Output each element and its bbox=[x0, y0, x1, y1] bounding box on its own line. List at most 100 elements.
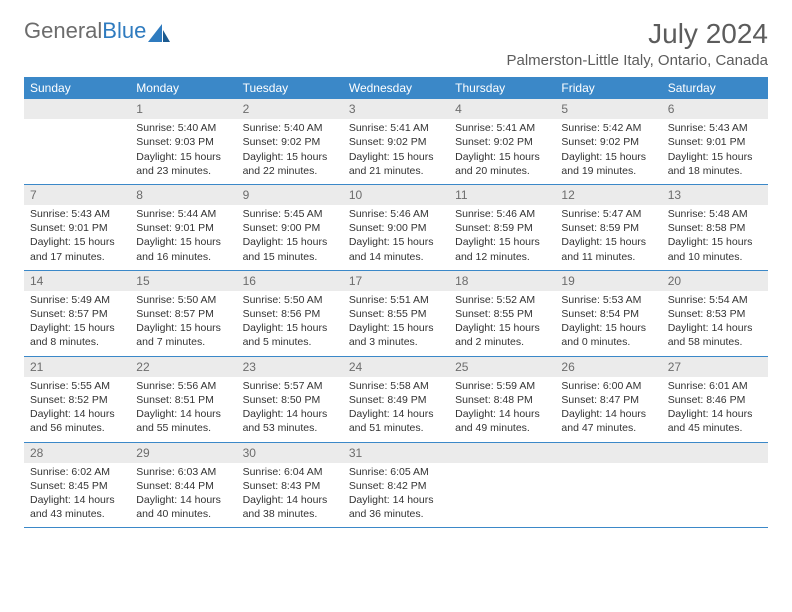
day-number: 6 bbox=[668, 102, 675, 116]
daynum-row: 7 bbox=[24, 185, 130, 205]
daylight1-text: Daylight: 15 hours bbox=[349, 235, 443, 249]
daynum-row: 15 bbox=[130, 271, 236, 291]
sunrise-text: Sunrise: 6:03 AM bbox=[136, 465, 230, 479]
daynum-row: 20 bbox=[662, 271, 768, 291]
day-content: Sunrise: 6:01 AMSunset: 8:46 PMDaylight:… bbox=[662, 377, 768, 442]
day-number: 29 bbox=[136, 446, 149, 460]
sunset-text: Sunset: 8:48 PM bbox=[455, 393, 549, 407]
day-cell: 4 Sunrise: 5:41 AMSunset: 9:02 PMDaylight… bbox=[449, 99, 555, 184]
day-number: 4 bbox=[455, 102, 462, 116]
daynum-row: 6 bbox=[662, 99, 768, 119]
day-content: Sunrise: 6:03 AMSunset: 8:44 PMDaylight:… bbox=[130, 463, 236, 528]
sunset-text: Sunset: 9:00 PM bbox=[349, 221, 443, 235]
daylight1-text: Daylight: 15 hours bbox=[455, 235, 549, 249]
sunrise-text: Sunrise: 5:58 AM bbox=[349, 379, 443, 393]
day-content: Sunrise: 5:56 AMSunset: 8:51 PMDaylight:… bbox=[130, 377, 236, 442]
sunrise-text: Sunrise: 6:04 AM bbox=[243, 465, 337, 479]
sunset-text: Sunset: 8:49 PM bbox=[349, 393, 443, 407]
day-number: 19 bbox=[561, 274, 574, 288]
day-cell: 30Sunrise: 6:04 AMSunset: 8:43 PMDayligh… bbox=[237, 443, 343, 528]
sunset-text: Sunset: 9:02 PM bbox=[243, 135, 337, 149]
daynum-row: 18 bbox=[449, 271, 555, 291]
day-number: 25 bbox=[455, 360, 468, 374]
daylight1-text: Daylight: 15 hours bbox=[136, 321, 230, 335]
daylight1-text: Daylight: 14 hours bbox=[349, 493, 443, 507]
day-content: Sunrise: 5:45 AMSunset: 9:00 PMDaylight:… bbox=[237, 205, 343, 270]
calendar: Sunday Monday Tuesday Wednesday Thursday… bbox=[24, 77, 768, 528]
daylight2-text: and 53 minutes. bbox=[243, 421, 337, 435]
day-cell: 28Sunrise: 6:02 AMSunset: 8:45 PMDayligh… bbox=[24, 443, 130, 528]
day-content: Sunrise: 5:44 AMSunset: 9:01 PMDaylight:… bbox=[130, 205, 236, 270]
month-title: July 2024 bbox=[506, 18, 768, 50]
header: GeneralBlue July 2024 Palmerston-Little … bbox=[24, 18, 768, 69]
day-cell: 25Sunrise: 5:59 AMSunset: 8:48 PMDayligh… bbox=[449, 357, 555, 442]
day-cell: 24 Sunrise: 5:58 AMSunset: 8:49 PMDayligh… bbox=[343, 357, 449, 442]
sunrise-text: Sunrise: 5:50 AM bbox=[136, 293, 230, 307]
day-cell: 3Sunrise: 5:41 AMSunset: 9:02 PMDaylight… bbox=[343, 99, 449, 184]
sunset-text: Sunset: 9:02 PM bbox=[349, 135, 443, 149]
day-cell: 22Sunrise: 5:56 AMSunset: 8:51 PMDayligh… bbox=[130, 357, 236, 442]
sunset-text: Sunset: 8:59 PM bbox=[561, 221, 655, 235]
day-number: 11 bbox=[455, 188, 467, 202]
day-number: 5 bbox=[561, 102, 568, 116]
sunset-text: Sunset: 9:01 PM bbox=[668, 135, 762, 149]
day-content: Sunrise: 5:43 AMSunset: 9:01 PMDaylight:… bbox=[662, 119, 768, 184]
sunrise-text: Sunrise: 5:41 AM bbox=[455, 121, 549, 135]
day-content: Sunrise: 5:49 AMSunset: 8:57 PMDaylight:… bbox=[24, 291, 130, 356]
daylight1-text: Daylight: 14 hours bbox=[243, 407, 337, 421]
daylight2-text: and 36 minutes. bbox=[349, 507, 443, 521]
daylight1-text: Daylight: 15 hours bbox=[455, 321, 549, 335]
sunrise-text: Sunrise: 5:44 AM bbox=[136, 207, 230, 221]
title-block: July 2024 Palmerston-Little Italy, Ontar… bbox=[506, 18, 768, 69]
daylight1-text: Daylight: 14 hours bbox=[30, 493, 124, 507]
sunset-text: Sunset: 8:54 PM bbox=[561, 307, 655, 321]
daylight1-text: Daylight: 15 hours bbox=[561, 150, 655, 164]
daylight1-text: Daylight: 14 hours bbox=[30, 407, 124, 421]
day-cell bbox=[24, 99, 130, 184]
day-header-row: Sunday Monday Tuesday Wednesday Thursday… bbox=[24, 77, 768, 99]
daylight2-text: and 11 minutes. bbox=[561, 250, 655, 264]
sunrise-text: Sunrise: 6:01 AM bbox=[668, 379, 762, 393]
day-header-tue: Tuesday bbox=[237, 77, 343, 99]
day-content: Sunrise: 5:40 AMSunset: 9:03 PMDaylight:… bbox=[130, 119, 236, 184]
day-number: 10 bbox=[349, 188, 362, 202]
daylight2-text: and 3 minutes. bbox=[349, 335, 443, 349]
daylight2-text: and 14 minutes. bbox=[349, 250, 443, 264]
sunset-text: Sunset: 8:43 PM bbox=[243, 479, 337, 493]
day-number: 7 bbox=[30, 188, 37, 202]
daylight1-text: Daylight: 15 hours bbox=[561, 321, 655, 335]
day-content bbox=[449, 463, 555, 471]
daynum-row: 23 bbox=[237, 357, 343, 377]
day-number: 2 bbox=[243, 102, 250, 116]
logo-text-gray: General bbox=[24, 18, 102, 44]
day-cell: 21Sunrise: 5:55 AMSunset: 8:52 PMDayligh… bbox=[24, 357, 130, 442]
day-number: 27 bbox=[668, 360, 681, 374]
daylight2-text: and 15 minutes. bbox=[243, 250, 337, 264]
sunrise-text: Sunrise: 5:46 AM bbox=[349, 207, 443, 221]
week-row: 28Sunrise: 6:02 AMSunset: 8:45 PMDayligh… bbox=[24, 443, 768, 529]
day-number: 31 bbox=[349, 446, 362, 460]
sunset-text: Sunset: 8:59 PM bbox=[455, 221, 549, 235]
day-cell: 23Sunrise: 5:57 AMSunset: 8:50 PMDayligh… bbox=[237, 357, 343, 442]
daylight1-text: Daylight: 15 hours bbox=[243, 235, 337, 249]
day-content: Sunrise: 5:53 AMSunset: 8:54 PMDaylight:… bbox=[555, 291, 661, 356]
daynum-row: 24 bbox=[343, 357, 449, 377]
daynum-row: 16 bbox=[237, 271, 343, 291]
daylight1-text: Daylight: 14 hours bbox=[668, 321, 762, 335]
daylight2-text: and 16 minutes. bbox=[136, 250, 230, 264]
day-number: 30 bbox=[243, 446, 256, 460]
day-content: Sunrise: 5:52 AMSunset: 8:55 PMDaylight:… bbox=[449, 291, 555, 356]
day-content: Sunrise: 5:40 AMSunset: 9:02 PMDaylight:… bbox=[237, 119, 343, 184]
daynum-row: 10 bbox=[343, 185, 449, 205]
daylight1-text: Daylight: 15 hours bbox=[136, 150, 230, 164]
daylight1-text: Daylight: 14 hours bbox=[349, 407, 443, 421]
sunset-text: Sunset: 8:45 PM bbox=[30, 479, 124, 493]
daynum-row bbox=[24, 99, 130, 119]
daynum-row: 29 bbox=[130, 443, 236, 463]
day-cell: 7 Sunrise: 5:43 AMSunset: 9:01 PMDaylight… bbox=[24, 185, 130, 270]
daylight1-text: Daylight: 15 hours bbox=[455, 150, 549, 164]
daylight2-text: and 8 minutes. bbox=[30, 335, 124, 349]
sunset-text: Sunset: 9:02 PM bbox=[455, 135, 549, 149]
daylight1-text: Daylight: 14 hours bbox=[455, 407, 549, 421]
day-content: Sunrise: 5:43 AMSunset: 9:01 PMDaylight:… bbox=[24, 205, 130, 270]
